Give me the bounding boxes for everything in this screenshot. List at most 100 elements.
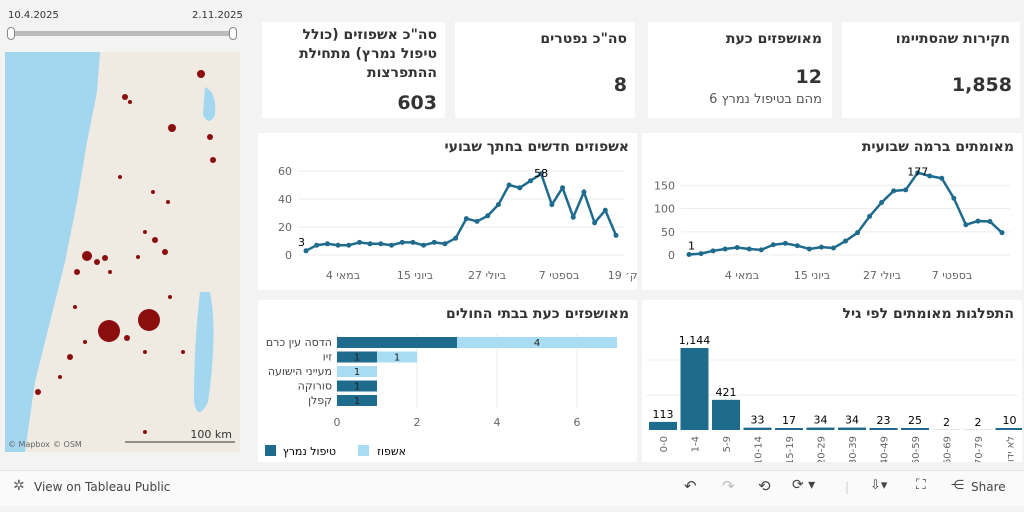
- map-dot[interactable]: [197, 70, 205, 78]
- refresh-icon[interactable]: ⟳ ▾: [792, 477, 816, 493]
- bar-segment[interactable]: [337, 366, 377, 377]
- bar-segment[interactable]: [337, 395, 377, 406]
- download-icon[interactable]: ⇩▾: [870, 478, 888, 493]
- date-range-slider[interactable]: [10, 31, 236, 36]
- map-dot[interactable]: [168, 295, 172, 299]
- data-point[interactable]: [324, 241, 330, 247]
- data-point[interactable]: [495, 202, 501, 208]
- data-point[interactable]: [303, 248, 309, 254]
- bar-segment[interactable]: [337, 351, 377, 363]
- data-point[interactable]: [987, 219, 993, 225]
- bar[interactable]: [680, 348, 709, 430]
- data-point[interactable]: [879, 199, 885, 205]
- map-dot[interactable]: [162, 249, 168, 255]
- data-point[interactable]: [442, 241, 448, 247]
- bar[interactable]: [806, 427, 835, 430]
- map-dot[interactable]: [166, 200, 170, 204]
- map-dot[interactable]: [210, 157, 216, 163]
- share-button[interactable]: Share: [971, 480, 1006, 494]
- data-point[interactable]: [818, 244, 824, 250]
- data-point[interactable]: [356, 239, 362, 245]
- view-on-tableau-link[interactable]: View on Tableau Public: [34, 480, 171, 494]
- data-point[interactable]: [613, 232, 619, 238]
- bar[interactable]: [649, 421, 677, 430]
- data-point[interactable]: [686, 252, 692, 258]
- bar[interactable]: [901, 428, 929, 430]
- data-point[interactable]: [855, 230, 861, 236]
- bar[interactable]: [838, 427, 866, 430]
- data-point[interactable]: [485, 213, 491, 219]
- data-point[interactable]: [830, 245, 836, 251]
- data-point[interactable]: [527, 178, 533, 184]
- data-point[interactable]: [560, 185, 566, 191]
- data-point[interactable]: [346, 242, 352, 248]
- data-point[interactable]: [538, 171, 544, 177]
- slider-handle-end[interactable]: [229, 27, 237, 40]
- data-point[interactable]: [698, 251, 704, 257]
- data-point[interactable]: [722, 246, 728, 252]
- map[interactable]: 100 km © Mapbox © OSM: [5, 52, 240, 452]
- map-dot[interactable]: [102, 255, 108, 261]
- map-dot[interactable]: [118, 175, 122, 179]
- bar[interactable]: [869, 428, 898, 430]
- osm-attribution[interactable]: © OSM: [53, 440, 82, 449]
- data-point[interactable]: [389, 242, 395, 248]
- data-point[interactable]: [939, 175, 945, 181]
- map-dot[interactable]: [108, 270, 112, 274]
- map-dot[interactable]: [124, 335, 130, 341]
- map-dot[interactable]: [83, 340, 87, 344]
- map-dot[interactable]: [35, 389, 41, 395]
- data-point[interactable]: [843, 238, 848, 244]
- data-point[interactable]: [999, 230, 1005, 236]
- data-point[interactable]: [975, 218, 981, 224]
- map-dot[interactable]: [98, 320, 120, 342]
- data-point[interactable]: [517, 185, 523, 191]
- data-point[interactable]: [592, 220, 598, 226]
- data-point[interactable]: [951, 195, 957, 201]
- data-point[interactable]: [794, 243, 800, 249]
- map-dot[interactable]: [73, 305, 77, 309]
- map-dot[interactable]: [128, 100, 132, 104]
- data-point[interactable]: [506, 182, 512, 188]
- fullscreen-icon[interactable]: ⛶: [916, 477, 926, 493]
- mapbox-attribution[interactable]: © Mapbox: [8, 440, 50, 449]
- data-point[interactable]: [431, 239, 437, 245]
- data-point[interactable]: [314, 242, 320, 248]
- data-point[interactable]: [474, 218, 480, 224]
- map-dot[interactable]: [138, 309, 160, 331]
- map-dot[interactable]: [152, 237, 158, 243]
- bar[interactable]: [775, 428, 803, 430]
- map-dot[interactable]: [67, 354, 73, 360]
- map-dot[interactable]: [58, 375, 62, 379]
- data-point[interactable]: [891, 188, 897, 194]
- data-point[interactable]: [453, 235, 459, 241]
- map-dot[interactable]: [136, 255, 140, 259]
- map-dot[interactable]: [82, 251, 92, 261]
- data-point[interactable]: [335, 242, 341, 248]
- bar[interactable]: [712, 399, 740, 430]
- data-point[interactable]: [602, 207, 608, 213]
- bar[interactable]: [995, 428, 1024, 430]
- tableau-icon[interactable]: ✲: [13, 478, 25, 494]
- map-dot[interactable]: [74, 269, 80, 275]
- data-point[interactable]: [903, 187, 909, 193]
- data-point[interactable]: [806, 246, 812, 252]
- data-point[interactable]: [710, 248, 716, 254]
- revert-icon[interactable]: ⟲: [758, 477, 771, 495]
- slider-handle-start[interactable]: [7, 27, 15, 40]
- map-dot[interactable]: [94, 259, 100, 265]
- bar-segment[interactable]: [337, 337, 457, 348]
- data-point[interactable]: [927, 173, 933, 179]
- data-point[interactable]: [734, 245, 740, 251]
- data-point[interactable]: [367, 241, 373, 247]
- data-point[interactable]: [378, 241, 384, 247]
- data-point[interactable]: [915, 170, 921, 176]
- data-point[interactable]: [782, 240, 788, 246]
- data-point[interactable]: [758, 247, 764, 253]
- data-point[interactable]: [399, 239, 405, 245]
- data-point[interactable]: [549, 202, 555, 208]
- data-point[interactable]: [770, 242, 776, 248]
- map-dot[interactable]: [168, 124, 176, 132]
- map-dot[interactable]: [207, 134, 213, 140]
- map-dot[interactable]: [122, 94, 128, 100]
